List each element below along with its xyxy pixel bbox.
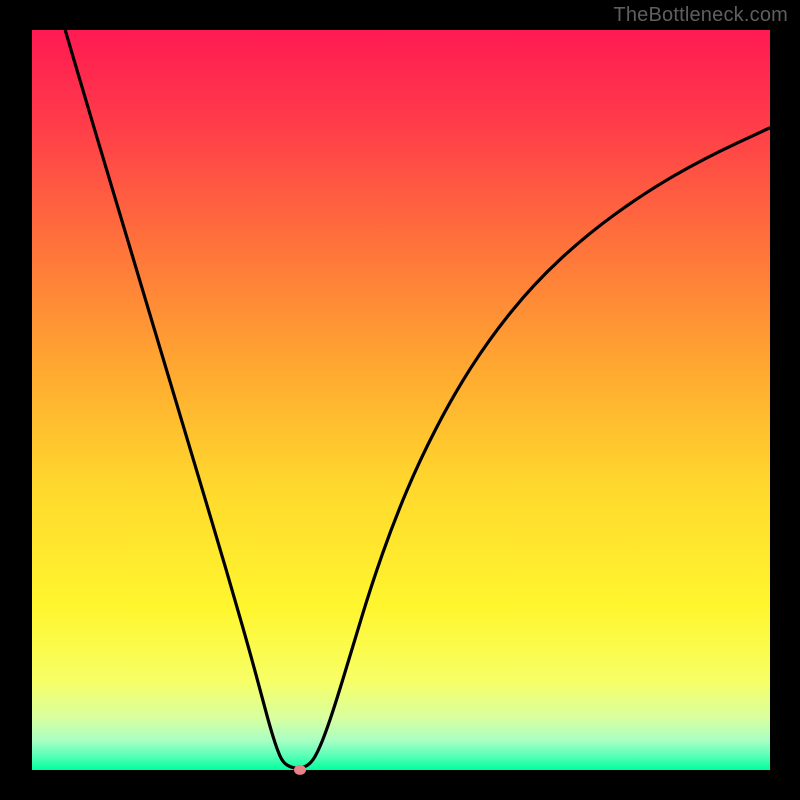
watermark-text: TheBottleneck.com xyxy=(613,4,788,27)
minimum-marker xyxy=(294,765,306,775)
chart-plot-area xyxy=(32,30,770,770)
bottleneck-curve-svg xyxy=(32,30,770,770)
bottleneck-curve-path xyxy=(65,30,770,768)
chart-outer-frame xyxy=(0,0,800,800)
